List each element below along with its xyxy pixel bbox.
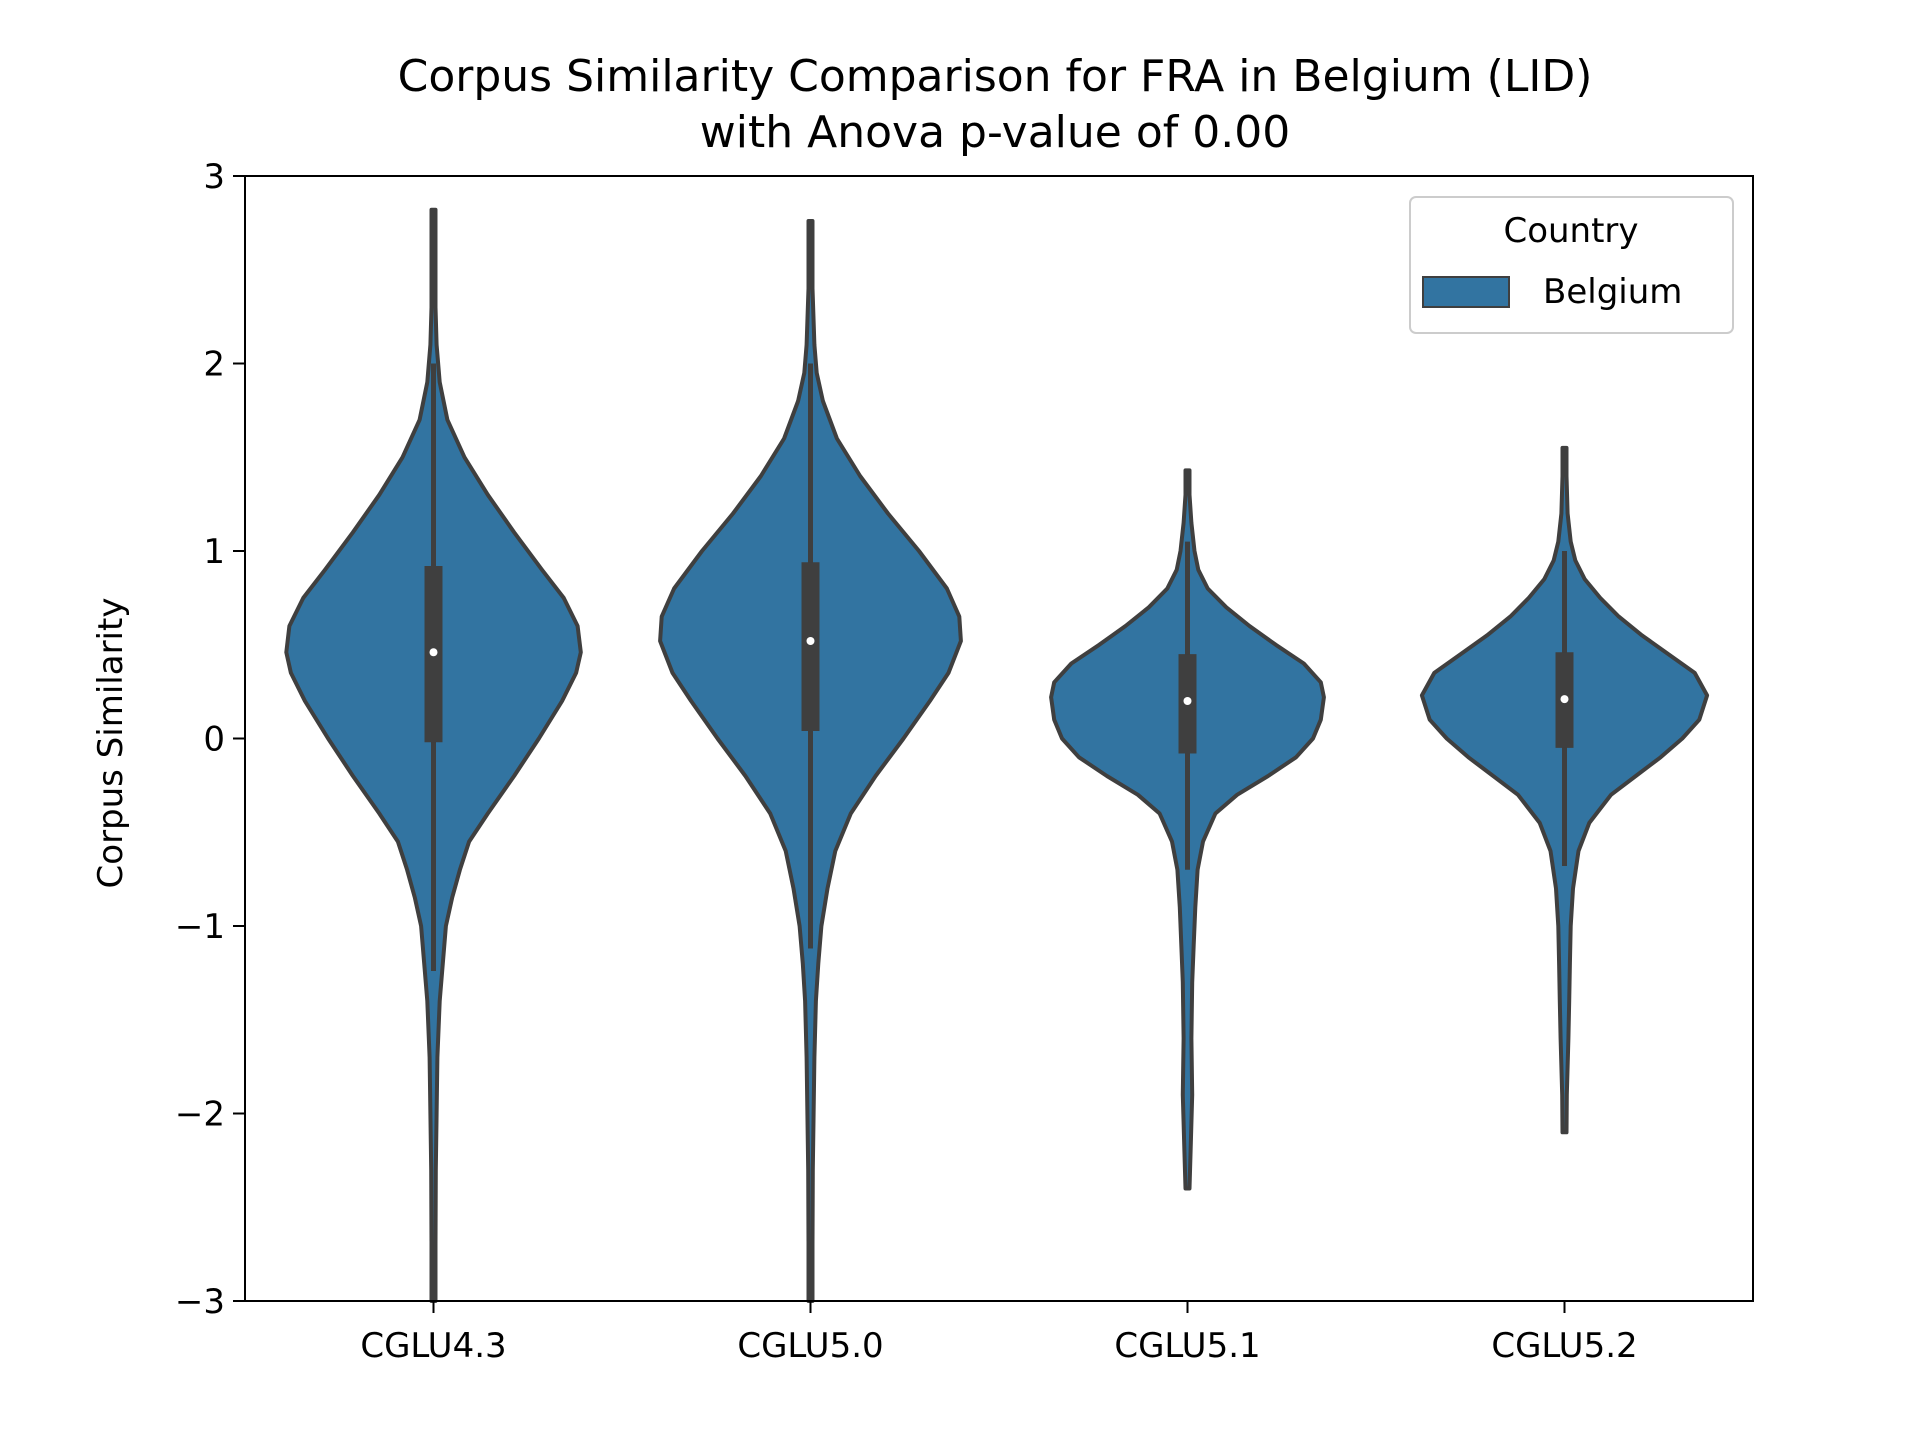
legend: Country Belgium (1409, 196, 1734, 334)
chart-title: Corpus Similarity Comparison for FRA in … (398, 51, 1593, 102)
y-axis-label: Corpus Similarity (91, 598, 131, 889)
y-tick-label: −3 (175, 1282, 225, 1322)
y-tick-label: 2 (203, 345, 225, 385)
y-axis-ticks: −3 −2 −1 0 1 2 3 (175, 157, 245, 1322)
violin-median-dot (1560, 695, 1569, 704)
violin-cglu4-3 (284, 207, 583, 1303)
y-tick-label: 1 (203, 532, 225, 572)
y-tick-label: −1 (175, 907, 225, 947)
x-tick-label: CGLU5.1 (1114, 1326, 1260, 1366)
violin-median-dot (429, 648, 438, 657)
y-tick-label: 0 (203, 720, 225, 760)
violin-cglu5-1 (1049, 468, 1326, 1191)
y-tick-label: 3 (203, 157, 225, 197)
violin-median-dot (806, 637, 815, 645)
legend-swatch-belgium (1422, 276, 1510, 308)
violin-median-dot (1183, 697, 1192, 705)
violin-iqr-box (801, 562, 820, 731)
plot-frame (244, 175, 1754, 1302)
x-tick-label: CGLU4.3 (360, 1326, 506, 1366)
x-axis-ticks: CGLU4.3 CGLU5.0 CGLU5.1 CGLU5.2 (360, 1301, 1638, 1366)
legend-label-belgium: Belgium (1543, 272, 1682, 312)
chart-subtitle: with Anova p-value of 0.00 (700, 107, 1290, 158)
violin-cglu5-0 (658, 219, 963, 1303)
x-tick-label: CGLU5.0 (737, 1326, 883, 1366)
legend-title: Country (1503, 211, 1638, 251)
y-tick-label: −2 (175, 1095, 225, 1135)
x-tick-label: CGLU5.2 (1491, 1326, 1637, 1366)
violins-layer (284, 207, 1710, 1303)
violin-cglu5-2 (1419, 445, 1710, 1135)
